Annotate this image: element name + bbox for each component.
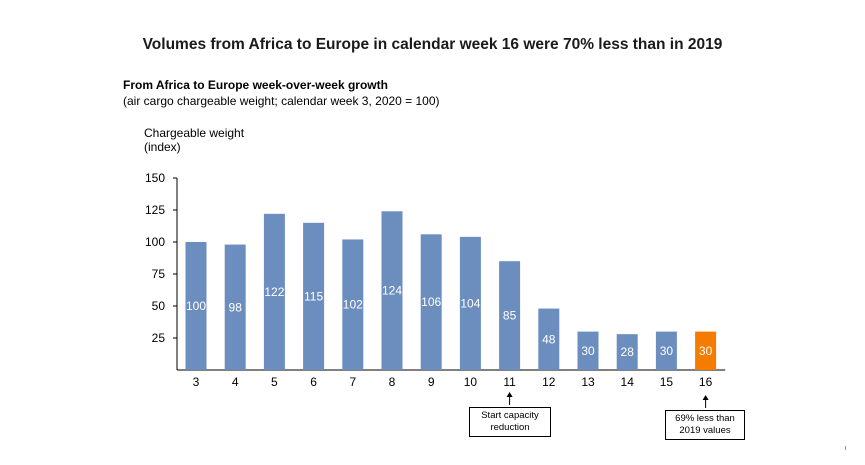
annotation-capacity-reduction-line-1: Start capacity	[481, 410, 539, 421]
x-tick-label-week-15: 15	[660, 375, 674, 389]
bar-week-6	[303, 222, 325, 370]
data-label-week-6: 115	[304, 289, 323, 303]
y-axis-label: Chargeable weight (index)	[144, 126, 284, 154]
x-tick-label-week-12: 12	[542, 375, 556, 389]
x-tick-label-week-13: 13	[581, 375, 595, 389]
y-tick-label: 75	[152, 267, 166, 281]
data-label-week-16: 30	[699, 344, 713, 358]
data-label-week-10: 104	[460, 296, 480, 310]
annotation-capacity-reduction: Start capacity reduction	[469, 407, 551, 437]
data-label-week-12: 48	[542, 332, 556, 346]
bar-week-13	[577, 331, 599, 370]
data-label-week-8: 124	[382, 284, 402, 298]
data-label-week-7: 102	[343, 298, 363, 312]
annotation-2019-comparison-line-2: 2019 values	[679, 425, 731, 436]
x-tick-label-week-9: 9	[428, 375, 435, 389]
bar-week-12	[538, 308, 560, 370]
x-tick-label-week-16: 16	[699, 375, 713, 389]
bar-week-14	[616, 334, 638, 370]
headline: Volumes from Africa to Europe in calenda…	[142, 36, 723, 53]
bar-week-3	[185, 242, 207, 370]
bar-week-9	[420, 234, 442, 370]
chart-subtitle: (air cargo chargeable weight; calendar w…	[123, 94, 440, 108]
annotation-capacity-reduction-line-2: reduction	[490, 422, 530, 433]
annotation-2019-comparison: 69% less than 2019 values	[665, 410, 745, 440]
data-label-week-3: 100	[186, 299, 206, 313]
annotation-arrow-head-1	[506, 392, 513, 397]
bar-week-16	[695, 331, 717, 370]
bar-week-8	[381, 211, 403, 370]
x-tick-label-week-8: 8	[389, 375, 396, 389]
data-label-week-15: 30	[660, 344, 674, 358]
bar-week-4	[224, 244, 246, 370]
y-tick-label: 150	[145, 171, 165, 185]
y-tick-label: 100	[145, 235, 165, 249]
data-label-week-5: 122	[264, 285, 284, 299]
data-label-week-14: 28	[621, 345, 635, 359]
bar-week-10	[459, 236, 481, 370]
edge-marker	[845, 446, 846, 450]
y-tick-label: 50	[152, 299, 166, 313]
data-label-week-11: 85	[503, 309, 517, 323]
annotation-2019-comparison-line-1: 69% less than	[675, 413, 735, 424]
y-axis-label-line-1: Chargeable weight	[144, 126, 245, 140]
data-label-week-9: 106	[421, 295, 441, 309]
x-tick-label-week-10: 10	[464, 375, 478, 389]
x-tick-label-week-6: 6	[310, 375, 317, 389]
bar-week-7	[342, 239, 364, 370]
x-tick-label-week-7: 7	[349, 375, 356, 389]
bar-week-15	[655, 331, 677, 370]
data-label-week-13: 30	[581, 344, 595, 358]
chart-title: From Africa to Europe week-over-week gro…	[123, 78, 388, 92]
y-tick-label: 25	[152, 331, 166, 345]
bar-week-11	[499, 261, 521, 370]
x-tick-label-week-3: 3	[193, 375, 200, 389]
annotation-arrow-head-2	[702, 395, 709, 400]
bar-week-5	[263, 213, 285, 370]
x-tick-label-week-4: 4	[232, 375, 239, 389]
x-tick-label-week-11: 11	[503, 375, 516, 389]
y-axis-label-line-2: (index)	[144, 140, 181, 154]
x-tick-label-week-5: 5	[271, 375, 278, 389]
data-label-week-4: 98	[229, 300, 243, 314]
x-tick-label-week-14: 14	[621, 375, 635, 389]
y-tick-label: 125	[145, 203, 165, 217]
